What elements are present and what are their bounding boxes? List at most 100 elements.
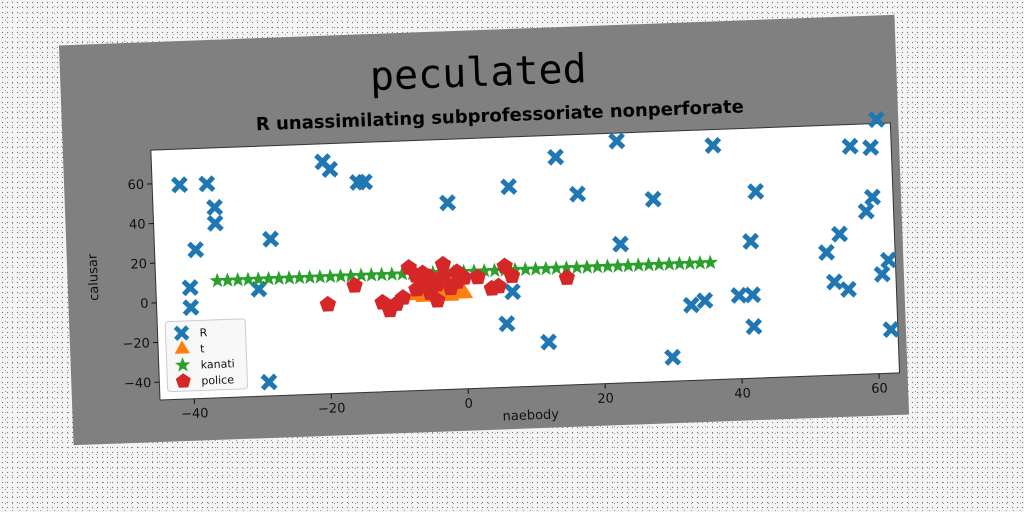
data-point [346,277,363,293]
axis-ticks: −40 −20 0 20 40 60 −40 −20 0 20 40 60 [122,178,888,423]
legend-label: R [199,326,207,339]
data-point [548,260,564,275]
data-point [321,160,339,178]
data-point [831,225,849,243]
data-point [353,267,369,283]
data-point [332,268,349,283]
data-point [414,264,431,281]
data-point [641,256,657,272]
data-point [610,258,626,273]
data-point [363,267,379,282]
data-point [867,111,886,129]
data-point [630,257,646,272]
data-point [742,232,760,250]
figure-card: peculated R unassimilating subprofessori… [58,14,910,446]
y-axis-label: calusar [86,253,103,301]
data-point [271,270,287,286]
data-point [302,269,318,284]
data-point [373,266,390,282]
data-point [558,259,575,275]
data-point [744,286,762,304]
data-point [569,185,587,203]
data-point [434,255,452,272]
data-point [206,198,224,216]
data-point [702,254,718,270]
x-tick-label: −40 [181,406,209,422]
data-point [429,291,446,308]
legend-label: kanati [201,357,235,371]
data-point [322,268,338,284]
data-point [538,260,554,276]
data-point [312,268,328,284]
data-point [291,269,308,285]
data-point [209,272,225,288]
data-point [651,256,667,272]
legend-marker [173,325,190,341]
data-point [448,263,466,280]
data-point [540,333,558,351]
data-point [504,283,522,301]
data-point [490,277,507,294]
data-point [873,265,891,283]
series-police [319,255,576,318]
data-point [817,243,836,262]
data-point [498,315,516,333]
data-point [857,202,875,220]
data-point [579,259,595,274]
data-point [281,270,297,285]
data-point [730,286,748,304]
data-point [250,271,266,286]
data-point [608,132,626,150]
data-point [181,279,199,297]
chart-title: R unassimilating subprofessoriate nonper… [256,96,745,135]
data-point [863,188,882,206]
figure-suptitle: peculated [369,46,587,100]
scatter-figure: peculated R unassimilating subprofessori… [86,46,901,424]
data-point [644,190,662,208]
legend-label: police [201,373,234,387]
y-tick-label: −20 [122,336,150,352]
data-point [825,273,844,291]
y-tick-label: 40 [129,217,146,233]
legend-marker [174,340,190,354]
data-point [599,258,616,274]
x-tick-label: 0 [464,397,473,412]
data-marks [170,111,900,391]
data-point [476,262,492,278]
data-point [486,262,503,278]
data-point [664,348,682,366]
data-point [661,256,677,271]
data-point [356,173,374,191]
x-tick-label: 20 [597,391,614,407]
x-tick-label: 60 [871,381,888,397]
data-point [682,255,698,271]
data-point [187,241,205,259]
legend: Rt kanati police [164,318,249,393]
data-point [182,298,200,317]
data-point [230,271,246,287]
data-point [704,136,722,154]
data-point [547,148,565,166]
data-point [496,257,513,274]
data-point [219,272,236,288]
data-point [240,271,256,287]
x-tick-label: −20 [318,401,346,417]
data-point [745,318,763,336]
data-point [558,269,576,286]
data-point [262,230,280,248]
data-point [206,214,224,232]
y-tick-label: −40 [124,376,152,392]
data-point [839,280,858,298]
data-point [862,139,880,157]
legend-marker [175,373,191,388]
data-point [319,295,337,312]
x-tick-label: 40 [734,386,751,402]
data-point [394,265,410,281]
data-point [692,255,708,270]
data-point [439,194,457,212]
data-point [517,261,533,277]
y-tick-label: 20 [130,257,147,273]
data-point [170,176,189,194]
data-point [696,292,714,310]
data-point [408,280,425,297]
